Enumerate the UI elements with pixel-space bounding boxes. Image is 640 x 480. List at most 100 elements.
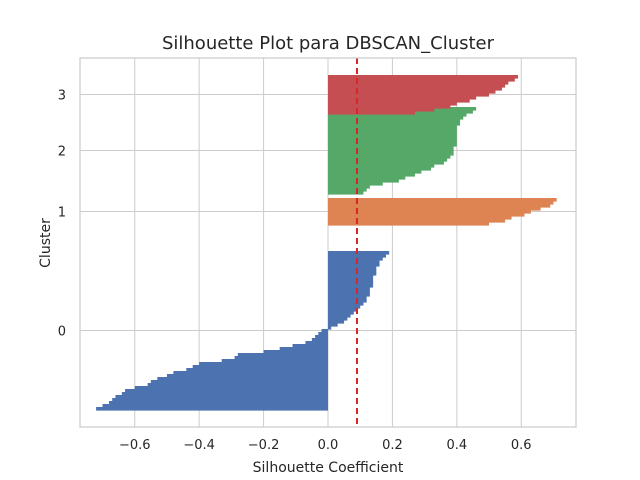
silhouette-bar bbox=[328, 155, 451, 159]
cluster-2-bars bbox=[328, 107, 477, 195]
silhouette-bar bbox=[328, 173, 415, 177]
silhouette-bar bbox=[328, 170, 422, 174]
silhouette-bar bbox=[115, 395, 328, 399]
silhouette-bar bbox=[321, 329, 328, 333]
y-tick-label: 3 bbox=[58, 89, 66, 104]
silhouette-bars bbox=[96, 75, 557, 411]
silhouette-bar bbox=[237, 353, 328, 357]
silhouette-bar bbox=[328, 99, 470, 103]
silhouette-bar bbox=[328, 146, 454, 150]
silhouette-bar bbox=[328, 317, 348, 321]
silhouette-bar bbox=[279, 347, 328, 351]
silhouette-bar bbox=[186, 368, 328, 372]
silhouette-bar bbox=[328, 191, 364, 195]
silhouette-bar bbox=[328, 311, 354, 315]
silhouette-bar bbox=[305, 341, 328, 345]
x-tick-labels: −0.6 −0.4 −0.2 0.0 0.2 0.4 0.6 bbox=[119, 438, 532, 453]
silhouette-bar bbox=[328, 251, 390, 255]
silhouette-bar bbox=[328, 266, 377, 270]
silhouette-bar bbox=[328, 111, 415, 115]
silhouette-bar bbox=[328, 254, 386, 258]
silhouette-bar bbox=[328, 216, 512, 220]
silhouette-bar bbox=[328, 272, 377, 276]
silhouette-bar bbox=[147, 383, 328, 387]
silhouette-bar bbox=[328, 122, 461, 126]
silhouette-bar bbox=[328, 75, 519, 79]
silhouette-bar bbox=[328, 219, 506, 223]
silhouette-bar bbox=[328, 113, 467, 117]
y-tick-label: 1 bbox=[58, 206, 66, 221]
silhouette-bar bbox=[328, 302, 364, 306]
cluster-1-bars bbox=[328, 198, 557, 226]
silhouette-bar bbox=[328, 204, 551, 208]
silhouette-bar bbox=[318, 332, 328, 336]
silhouette-bar bbox=[328, 134, 457, 138]
silhouette-bar bbox=[328, 299, 367, 303]
silhouette-bar bbox=[157, 377, 328, 381]
silhouette-bar bbox=[121, 392, 328, 396]
silhouette-bar bbox=[328, 179, 399, 183]
silhouette-bar bbox=[328, 167, 432, 171]
silhouette-bar bbox=[328, 108, 435, 112]
silhouette-bar bbox=[328, 125, 457, 129]
silhouette-bar bbox=[328, 275, 374, 279]
silhouette-bar bbox=[166, 374, 328, 378]
silhouette-bar bbox=[328, 305, 361, 309]
silhouette-bar bbox=[328, 198, 557, 202]
silhouette-bar bbox=[328, 293, 370, 297]
silhouette-bar bbox=[192, 365, 328, 369]
silhouette-bar bbox=[112, 398, 328, 402]
cluster-3-bars bbox=[328, 75, 519, 115]
silhouette-bar bbox=[328, 164, 435, 168]
chart-title: Silhouette Plot para DBSCAN_Cluster bbox=[162, 33, 495, 54]
silhouette-bar bbox=[328, 128, 457, 132]
silhouette-bar bbox=[173, 371, 328, 375]
silhouette-bar bbox=[234, 356, 328, 360]
silhouette-bar bbox=[328, 260, 380, 264]
silhouette-bar bbox=[328, 320, 345, 324]
silhouette-bar bbox=[150, 380, 328, 384]
silhouette-bar bbox=[328, 284, 374, 288]
silhouette-bar bbox=[328, 158, 448, 162]
y-tick-label: 2 bbox=[58, 145, 66, 160]
silhouette-bar bbox=[328, 207, 541, 211]
x-tick-label: 0.4 bbox=[446, 438, 467, 453]
silhouette-bar bbox=[328, 116, 464, 120]
silhouette-bar bbox=[328, 81, 509, 85]
silhouette-bar bbox=[328, 176, 406, 180]
silhouette-bar bbox=[328, 278, 374, 282]
silhouette-bar bbox=[328, 281, 374, 285]
silhouette-bar bbox=[315, 335, 328, 339]
silhouette-bar bbox=[328, 182, 383, 186]
silhouette-bar bbox=[328, 290, 370, 294]
silhouette-bar bbox=[328, 296, 367, 300]
silhouette-bar bbox=[328, 140, 457, 144]
x-axis-label: Silhouette Coefficient bbox=[253, 460, 404, 476]
silhouette-bar bbox=[199, 362, 328, 366]
silhouette-bar bbox=[328, 149, 454, 153]
silhouette-bar bbox=[328, 257, 383, 261]
silhouette-bar bbox=[292, 344, 328, 348]
silhouette-bar bbox=[328, 96, 477, 100]
silhouette-bar bbox=[328, 102, 457, 106]
silhouette-bar bbox=[328, 119, 461, 123]
x-tick-label: 0.6 bbox=[511, 438, 532, 453]
silhouette-bar bbox=[328, 263, 380, 267]
silhouette-bar bbox=[328, 93, 490, 97]
silhouette-bar bbox=[328, 326, 332, 330]
silhouette-bar bbox=[96, 407, 328, 411]
silhouette-bar bbox=[221, 359, 328, 363]
silhouette-bar bbox=[328, 314, 351, 318]
silhouette-bar bbox=[328, 84, 506, 88]
silhouette-bar bbox=[328, 87, 502, 91]
silhouette-bar bbox=[328, 308, 357, 312]
silhouette-bar bbox=[328, 287, 370, 291]
x-tick-label: −0.6 bbox=[119, 438, 151, 453]
x-tick-label: 0.2 bbox=[382, 438, 403, 453]
silhouette-bar bbox=[328, 213, 525, 217]
silhouette-bar bbox=[328, 90, 496, 94]
silhouette-bar bbox=[328, 143, 457, 147]
silhouette-bar bbox=[102, 404, 328, 408]
plot-frame bbox=[79, 57, 577, 428]
